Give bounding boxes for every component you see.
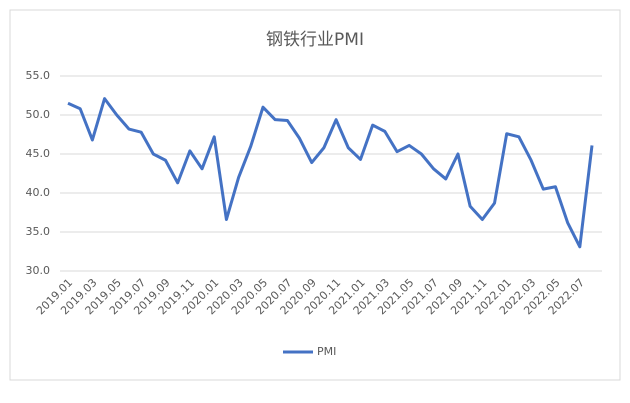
y-tick-label: 40.0 bbox=[26, 186, 51, 199]
y-tick-label: 35.0 bbox=[26, 225, 51, 238]
y-tick-label: 30.0 bbox=[26, 264, 51, 277]
data-line bbox=[67, 97, 594, 249]
chart-title: 钢铁行业PMI bbox=[266, 30, 364, 50]
chart-frame bbox=[9, 9, 621, 381]
y-tick-label: 45.0 bbox=[26, 147, 51, 160]
y-tick-label: 50.0 bbox=[26, 108, 51, 121]
y-tick-label: 55.0 bbox=[26, 69, 51, 82]
legend-label: PMI bbox=[317, 345, 336, 358]
